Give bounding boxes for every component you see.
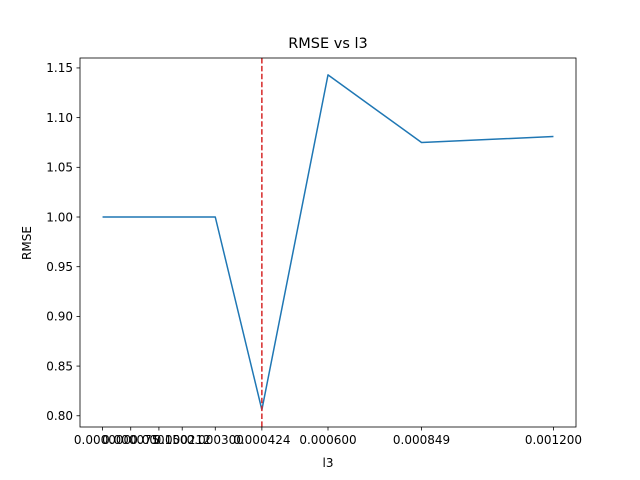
y-tick-label: 1.10 <box>46 111 73 125</box>
y-tick-label: 1.00 <box>46 210 73 224</box>
x-tick-label: 0.000424 <box>233 433 290 447</box>
series-line-0 <box>102 74 554 411</box>
plot-area: 0.0000000.0000750.0001500.0002120.000300… <box>46 57 582 447</box>
x-tick-label: 0.000150 <box>130 433 187 447</box>
y-tick-label: 0.90 <box>46 310 73 324</box>
x-tick-label: 0.000849 <box>393 433 450 447</box>
x-tick-label: 0.000212 <box>154 433 211 447</box>
x-tick-label: 0.001200 <box>525 433 582 447</box>
y-tick-label: 1.15 <box>46 61 73 75</box>
chart-title: RMSE vs l3 <box>288 36 368 52</box>
x-axis-label: l3 <box>323 456 334 470</box>
y-axis-label: RMSE <box>20 226 34 260</box>
x-tick-label: 0.000000 <box>74 433 131 447</box>
y-tick-label: 0.95 <box>46 260 73 274</box>
y-tick-label: 0.85 <box>46 359 73 373</box>
x-tick-label: 0.000075 <box>102 433 159 447</box>
x-tick-label: 0.000600 <box>299 433 356 447</box>
y-tick-label: 0.80 <box>46 409 73 423</box>
y-tick-label: 1.05 <box>46 161 73 175</box>
x-tick-label: 0.000300 <box>187 433 244 447</box>
